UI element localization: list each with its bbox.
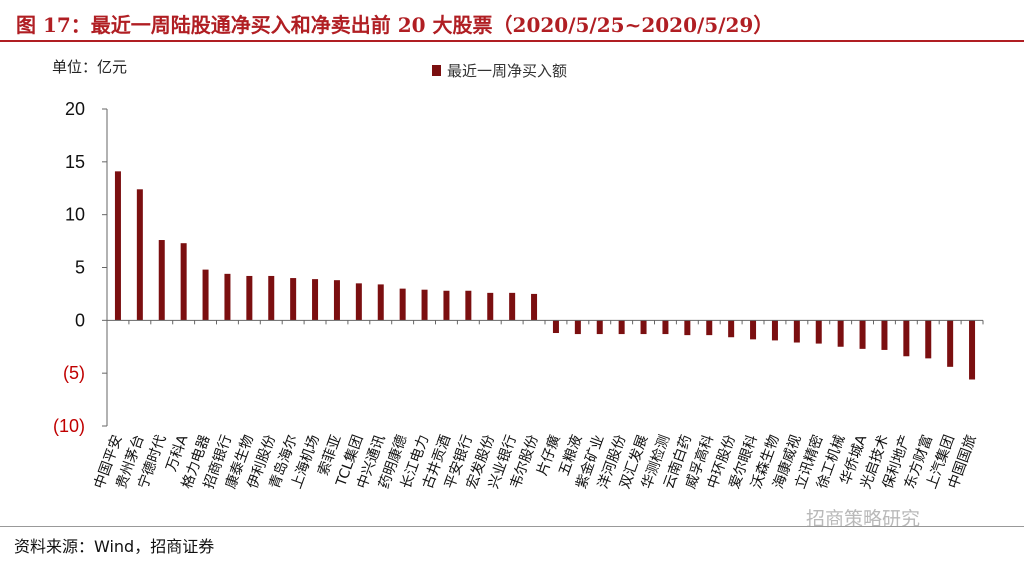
bar: [399, 288, 406, 321]
y-tick-label: 0: [75, 310, 85, 330]
bar: [465, 290, 472, 321]
bar: [552, 320, 559, 334]
legend: 最近一周净买入额: [432, 60, 567, 81]
bar: [202, 269, 209, 321]
bar: [684, 320, 691, 336]
source-note: 资料来源：Wind，招商证券: [14, 537, 215, 556]
chart-title: 图 17：最近一周陆股通净买入和净卖出前 20 大股票（2020/5/25~20…: [16, 13, 774, 37]
bar: [443, 290, 450, 321]
bar: [837, 320, 844, 347]
bar: [925, 320, 932, 359]
bar: [903, 320, 910, 357]
unit-label: 单位：亿元: [52, 58, 128, 76]
bar: [224, 273, 231, 321]
y-tick-label: 20: [65, 99, 85, 119]
y-tick-label: 10: [65, 205, 85, 225]
bar: [180, 243, 187, 321]
legend-swatch: [432, 65, 441, 76]
bar: [640, 320, 647, 335]
watermark-logo: 招商策略研究: [806, 508, 921, 530]
bar: [728, 320, 735, 338]
y-tick-label: 5: [75, 258, 85, 278]
y-tick-label: (10): [53, 416, 85, 436]
bar: [312, 279, 319, 321]
title-divider: [0, 40, 1024, 42]
footer-divider: [0, 526, 1024, 527]
bar: [793, 320, 800, 343]
bar: [268, 275, 275, 321]
title-bar: 图 17：最近一周陆股通净买入和净卖出前 20 大股票（2020/5/25~20…: [0, 0, 1024, 44]
bar: [377, 284, 384, 321]
bar: [662, 320, 669, 335]
bar: [574, 320, 581, 335]
bar: [618, 320, 625, 335]
bar: [750, 320, 757, 340]
bar: [114, 171, 121, 321]
bar: [596, 320, 603, 335]
bar: [771, 320, 778, 341]
bar: [421, 289, 428, 321]
bar: [881, 320, 888, 350]
bar: [333, 280, 340, 321]
bar: [947, 320, 954, 367]
bar: [531, 293, 538, 321]
legend-label: 最近一周净买入额: [447, 62, 568, 80]
bar: [859, 320, 866, 349]
bar: [706, 320, 713, 336]
bar: [487, 292, 494, 321]
y-tick-label: (5): [63, 363, 85, 383]
bar: [969, 320, 976, 380]
y-tick-label: 15: [65, 152, 85, 172]
bar: [136, 189, 143, 321]
bar-chart: (10)(5)05101520中国平安贵州茅台宁德时代万科A格力电器招商银行康泰…: [53, 99, 984, 491]
bar: [815, 320, 822, 344]
bar: [246, 275, 253, 321]
bar: [355, 283, 362, 321]
bar: [158, 240, 165, 321]
bar: [290, 278, 297, 321]
bar: [509, 292, 516, 321]
